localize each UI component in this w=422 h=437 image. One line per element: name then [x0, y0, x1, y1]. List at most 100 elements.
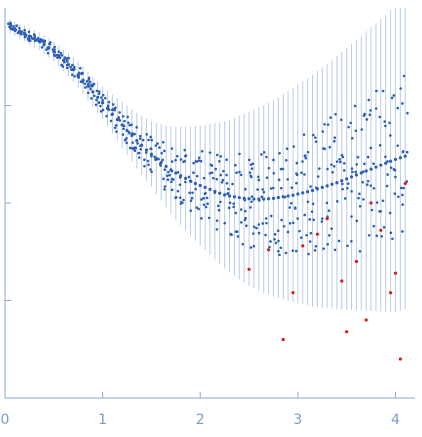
data-point: [295, 172, 298, 175]
data-point: [326, 167, 329, 171]
data-point: [269, 214, 273, 218]
data-point: [250, 167, 254, 170]
data-point: [279, 167, 283, 171]
data-point: [346, 244, 349, 248]
data-point: [386, 173, 389, 176]
data-point: [362, 198, 365, 201]
data-point: [161, 140, 165, 144]
data-point: [401, 230, 404, 233]
data-point: [85, 80, 89, 83]
data-point: [88, 85, 91, 88]
data-point: [163, 185, 167, 188]
data-point: [107, 100, 111, 104]
data-point: [57, 50, 61, 53]
data-point: [150, 138, 154, 142]
data-point: [143, 164, 146, 168]
data-point: [227, 206, 231, 210]
data-point: [364, 169, 368, 173]
outlier-point: [315, 232, 319, 236]
data-point: [398, 156, 402, 160]
x-tick-label: 1: [98, 412, 107, 428]
data-point: [269, 240, 272, 243]
data-point: [245, 224, 248, 227]
data-point: [379, 163, 383, 167]
data-point: [350, 239, 353, 243]
data-point: [190, 196, 194, 200]
data-point: [179, 201, 183, 204]
data-point: [128, 146, 132, 150]
data-point: [143, 158, 146, 162]
data-point: [226, 192, 230, 195]
outlier-point: [291, 291, 295, 295]
data-point: [369, 167, 373, 171]
data-point: [188, 191, 191, 195]
data-point: [368, 113, 372, 117]
data-point: [215, 219, 219, 222]
data-point: [53, 45, 56, 49]
data-point: [313, 249, 317, 252]
data-point: [113, 126, 117, 130]
data-point: [304, 154, 307, 157]
data-point: [272, 172, 276, 175]
data-point: [271, 196, 276, 200]
data-point: [170, 188, 174, 192]
data-point: [384, 161, 388, 165]
data-point: [22, 32, 26, 36]
data-point: [355, 219, 359, 223]
data-point: [166, 178, 170, 182]
data-point: [182, 198, 185, 202]
data-point: [250, 195, 254, 198]
data-point: [330, 182, 334, 186]
data-point: [286, 194, 290, 198]
data-point: [303, 173, 306, 176]
data-point: [284, 251, 288, 255]
outlier-point: [325, 217, 329, 221]
data-point: [361, 180, 365, 184]
data-point: [32, 33, 36, 36]
outlier-point: [364, 318, 368, 322]
data-point: [332, 164, 336, 168]
data-point: [292, 145, 296, 148]
outlier-point: [301, 244, 305, 248]
data-point: [350, 190, 353, 193]
data-point: [375, 234, 379, 238]
data-point: [121, 133, 125, 136]
data-point: [276, 195, 280, 200]
data-point: [130, 133, 134, 138]
data-point: [213, 191, 217, 195]
data-point: [210, 164, 214, 167]
data-point: [218, 191, 222, 195]
data-point: [6, 22, 10, 26]
data-point: [149, 168, 152, 171]
data-point: [90, 83, 93, 87]
data-point: [172, 178, 175, 181]
data-point: [280, 218, 283, 222]
data-point: [225, 173, 228, 177]
data-point: [228, 201, 232, 205]
data-point: [381, 199, 385, 203]
data-point: [354, 173, 359, 177]
data-point: [291, 249, 295, 252]
data-point: [285, 147, 289, 150]
data-point: [97, 100, 101, 104]
data-point: [189, 180, 193, 183]
data-point: [178, 196, 182, 199]
data-point: [329, 116, 332, 119]
data-point: [202, 196, 205, 200]
data-point: [60, 63, 64, 67]
data-point: [12, 25, 15, 28]
data-point: [206, 202, 209, 206]
data-point: [95, 98, 98, 102]
data-point: [286, 230, 290, 234]
data-point: [234, 163, 237, 167]
data-point: [150, 170, 153, 174]
data-point: [325, 184, 329, 188]
data-point: [130, 123, 133, 127]
data-point: [405, 150, 409, 154]
data-point: [340, 118, 343, 122]
data-point: [71, 63, 74, 67]
data-point: [360, 128, 364, 131]
data-point: [312, 218, 316, 222]
data-point: [358, 204, 362, 208]
data-point: [367, 98, 371, 102]
